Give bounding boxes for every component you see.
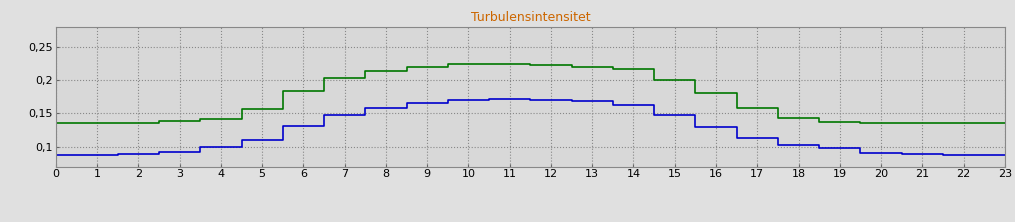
- 60,0m -: [503, 63, 516, 65]
- 60,0m -: [999, 122, 1011, 125]
- 60,0m -: [215, 117, 227, 120]
- 60,0m -: [50, 122, 62, 125]
- 60,0m -: [256, 108, 268, 111]
- 100,0m -: [421, 102, 433, 105]
- 100,0m -: [380, 107, 392, 109]
- 60,0m -: [709, 92, 722, 95]
- 100,0m -: [875, 152, 887, 155]
- 100,0m -: [132, 153, 144, 155]
- 100,0m -: [833, 147, 845, 149]
- 100,0m -: [627, 103, 639, 106]
- 100,0m -: [339, 114, 351, 117]
- 60,0m -: [463, 63, 475, 65]
- 60,0m -: [793, 117, 805, 119]
- 100,0m -: [586, 100, 598, 103]
- 60,0m -: [297, 90, 310, 93]
- 60,0m -: [917, 122, 929, 125]
- 60,0m -: [91, 122, 104, 125]
- 100,0m -: [709, 125, 722, 128]
- 60,0m -: [380, 70, 392, 73]
- 60,0m -: [339, 77, 351, 79]
- 100,0m -: [256, 139, 268, 141]
- 60,0m -: [627, 68, 639, 71]
- Line: 60,0m -: 60,0m -: [56, 64, 1005, 123]
- Line: 100,0m -: 100,0m -: [56, 99, 1005, 155]
- 60,0m -: [833, 121, 845, 123]
- Title: Turbulensintensitet: Turbulensintensitet: [471, 11, 590, 24]
- 100,0m -: [545, 99, 557, 101]
- 100,0m -: [999, 153, 1011, 156]
- 60,0m -: [957, 122, 969, 125]
- 60,0m -: [875, 122, 887, 125]
- 100,0m -: [50, 153, 62, 156]
- 100,0m -: [297, 125, 310, 127]
- 100,0m -: [174, 151, 186, 153]
- 60,0m -: [132, 121, 144, 124]
- 60,0m -: [174, 120, 186, 123]
- 100,0m -: [793, 144, 805, 147]
- 100,0m -: [669, 113, 681, 116]
- 100,0m -: [751, 137, 763, 139]
- 100,0m -: [503, 97, 516, 100]
- 60,0m -: [669, 79, 681, 81]
- 100,0m -: [215, 145, 227, 148]
- 100,0m -: [91, 153, 104, 156]
- 60,0m -: [545, 64, 557, 67]
- 100,0m -: [917, 153, 929, 155]
- 100,0m -: [957, 153, 969, 156]
- 60,0m -: [586, 65, 598, 68]
- 60,0m -: [421, 65, 433, 68]
- 60,0m -: [751, 107, 763, 109]
- 100,0m -: [463, 99, 475, 101]
